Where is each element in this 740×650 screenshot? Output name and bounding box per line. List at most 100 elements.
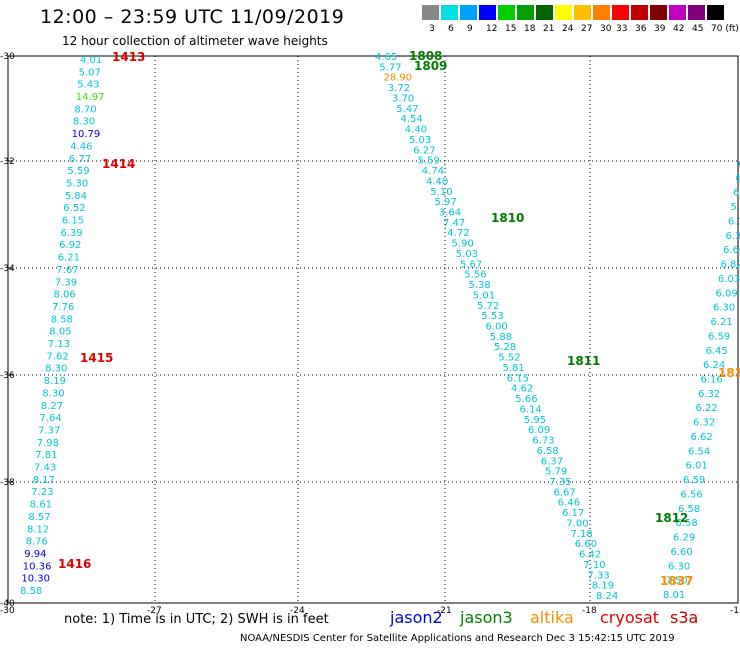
swh-value: 6.32 bbox=[698, 389, 720, 400]
swh-value: 5.53 bbox=[481, 311, 503, 322]
swh-value: 6.21 bbox=[711, 317, 733, 328]
swh-value: 7.10 bbox=[583, 560, 605, 571]
orbit-number: 1810 bbox=[491, 211, 524, 225]
swh-value: 7.81 bbox=[35, 450, 57, 461]
satellite-label-jason3: jason3 bbox=[460, 608, 513, 627]
swh-value: 8.58 bbox=[20, 586, 42, 597]
page-title: 12:00 – 23:59 UTC 11/09/2019 bbox=[40, 6, 345, 28]
swh-value: 5.66 bbox=[515, 394, 537, 405]
legend-label: 30 bbox=[600, 24, 612, 34]
lat-label: -38 bbox=[0, 478, 15, 488]
swh-value: 7.23 bbox=[31, 487, 53, 498]
swh-value: 10.36 bbox=[23, 561, 52, 572]
swh-value: 4.54 bbox=[401, 114, 423, 125]
legend-swatch bbox=[688, 5, 705, 20]
swh-value: 6.09 bbox=[528, 425, 550, 436]
swh-value: 6.09 bbox=[716, 288, 738, 299]
swh-value: 8.30 bbox=[73, 117, 95, 128]
satellite-label-altika: altika bbox=[530, 608, 574, 627]
swh-value: 6.6 bbox=[738, 159, 740, 170]
swh-value: 5.07 bbox=[79, 67, 101, 78]
swh-value: 5.47 bbox=[396, 104, 418, 115]
legend-swatch bbox=[593, 5, 610, 20]
swh-value: 5.28 bbox=[494, 342, 516, 353]
swh-value: 5.03 bbox=[456, 249, 478, 260]
swh-value: 6.17 bbox=[562, 508, 584, 519]
swh-value: 8.30 bbox=[42, 388, 64, 399]
orbit-number: 1413 bbox=[112, 50, 145, 64]
swh-value: 5.01 bbox=[473, 290, 495, 301]
swh-value: 5.88 bbox=[490, 332, 512, 343]
legend-swatch bbox=[612, 5, 629, 20]
legend-label: 3 bbox=[429, 24, 435, 34]
orbit-number: 1414 bbox=[102, 157, 135, 171]
swh-value: 4.46 bbox=[70, 141, 92, 152]
satellite-label-s3a: s3a bbox=[670, 608, 699, 627]
swh-value: 5.10 bbox=[430, 187, 452, 198]
legend-label: 15 bbox=[505, 24, 517, 34]
swh-value: 9.94 bbox=[24, 549, 46, 560]
swh-value: 7.76 bbox=[52, 302, 74, 313]
legend-swatch bbox=[517, 5, 534, 20]
swh-value: 5.72 bbox=[477, 301, 499, 312]
swh-value: 4.01 bbox=[80, 55, 102, 66]
swh-value: 6.59 bbox=[683, 475, 705, 486]
swh-value: 6.32 bbox=[693, 418, 715, 429]
swh-value: 4.74 bbox=[422, 166, 444, 177]
swh-value: 5.38 bbox=[469, 280, 491, 291]
legend-label: 45 bbox=[692, 24, 704, 34]
swh-value: 5.59 bbox=[67, 166, 89, 177]
swh-value: 3.64 bbox=[439, 208, 461, 219]
swh-value: 8.06 bbox=[54, 290, 76, 301]
swh-value: 6.73 bbox=[532, 436, 554, 447]
legend-swatch bbox=[536, 5, 553, 20]
swh-value: 6.24 bbox=[703, 360, 725, 371]
swh-value: 6.42 bbox=[579, 550, 601, 561]
swh-value: 7.62 bbox=[47, 351, 69, 362]
orbit-number: 183 bbox=[718, 366, 740, 380]
legend-swatch bbox=[441, 5, 458, 20]
swh-value: 6.46 bbox=[558, 498, 580, 509]
orbit-number: 1415 bbox=[80, 351, 113, 365]
lon-label: -21 bbox=[437, 606, 452, 616]
swh-value: 7.13 bbox=[48, 339, 70, 350]
swh-value: 7.64 bbox=[40, 413, 62, 424]
legend-label: 27 bbox=[581, 24, 593, 34]
swh-value: 5.97 bbox=[435, 197, 457, 208]
legend-label: 33 bbox=[616, 24, 628, 34]
lat-label: -36 bbox=[0, 371, 15, 381]
swh-value: 3.70 bbox=[392, 94, 414, 105]
swh-value: 8.17 bbox=[33, 475, 55, 486]
swh-value: 6.54 bbox=[688, 446, 710, 457]
swh-value: 5.84 bbox=[65, 191, 87, 202]
swh-value: 7.39 bbox=[55, 277, 77, 288]
swh-value: 7.18 bbox=[571, 529, 593, 540]
swh-value: 5.81 bbox=[503, 363, 525, 374]
swh-value: 7.00 bbox=[566, 518, 588, 529]
lon-label: -27 bbox=[147, 606, 162, 616]
legend-label: 24 bbox=[562, 24, 574, 34]
legend-swatch bbox=[460, 5, 477, 20]
swh-value: 28.90 bbox=[384, 73, 413, 84]
swh-value: 6.14 bbox=[520, 404, 542, 415]
swh-value: 6.27 bbox=[413, 145, 435, 156]
swh-value: 6.58 bbox=[678, 504, 700, 515]
note: note: 1) Time is in UTC; 2) SWH is in fe… bbox=[64, 612, 329, 627]
swh-value: 8.76 bbox=[26, 537, 48, 548]
satellite-label-cryosat: cryosat bbox=[600, 608, 660, 627]
swh-value: 6.62 bbox=[691, 432, 713, 443]
legend-swatch bbox=[498, 5, 515, 20]
swh-value: 8.61 bbox=[30, 500, 52, 511]
swh-value: 8.01 bbox=[663, 590, 685, 601]
swh-value: 4.40 bbox=[405, 125, 427, 136]
swh-value: 8.19 bbox=[44, 376, 66, 387]
legend-label: 39 bbox=[654, 24, 666, 34]
swh-value: 5.56 bbox=[464, 270, 486, 281]
swh-value: 6.56 bbox=[681, 489, 703, 500]
lon-label: -24 bbox=[290, 606, 305, 616]
lon-label: -18 bbox=[582, 606, 597, 616]
swh-value: 4.65 bbox=[375, 52, 397, 63]
orbit-number: 1811 bbox=[567, 354, 600, 368]
swh-value: 5.77 bbox=[379, 62, 401, 73]
